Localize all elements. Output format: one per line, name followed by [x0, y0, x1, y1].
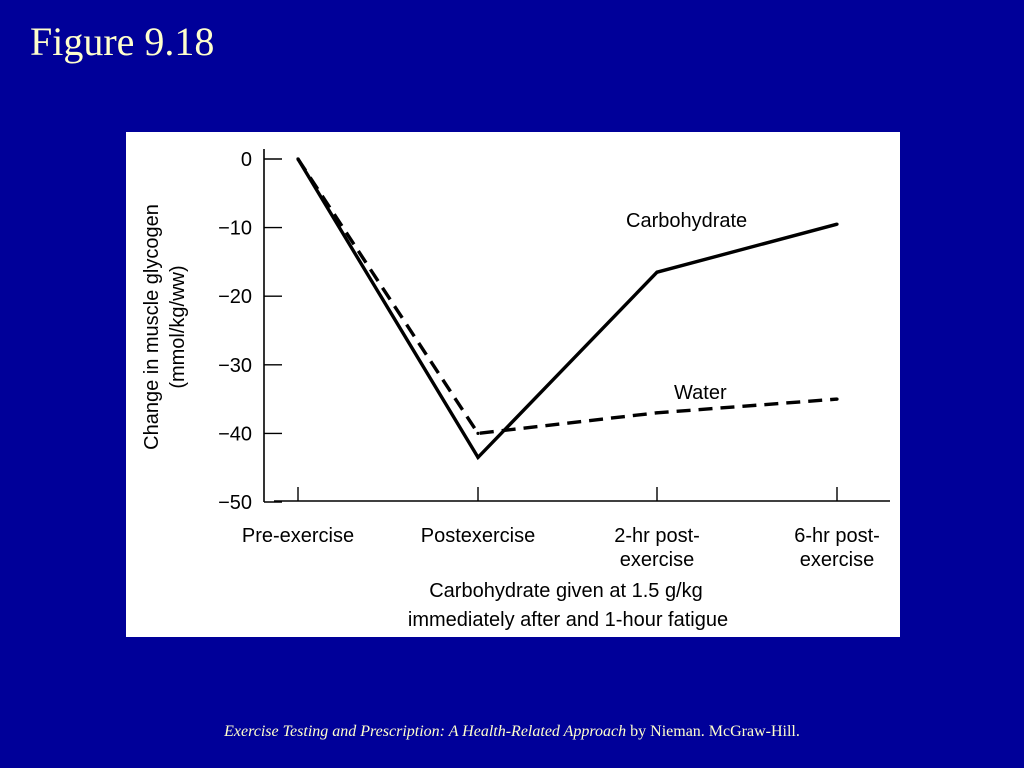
y-axis-label-line1: Change in muscle glycogen [141, 204, 163, 450]
footer-book-title: Exercise Testing and Prescription: A Hea… [224, 723, 627, 740]
series-label-carbohydrate: Carbohydrate [626, 210, 747, 232]
plot-area: 0 −10 −20 −30 −40 −50 Pre-exercise Postexercise… [218, 149, 890, 571]
data-point-carbohydrate [835, 222, 839, 226]
data-point-carbohydrate [655, 270, 659, 274]
series-line-carbohydrate [296, 158, 838, 461]
y-tick-label: −30 [218, 355, 252, 377]
x-tick-label: Postexercise [421, 525, 536, 547]
y-tick-label: −20 [218, 286, 252, 308]
y-axis-label-line2: (mmol/kg/ww) [167, 265, 189, 388]
figure-panel: Change in muscle glycogen (mmol/kg/ww) 0… [126, 132, 900, 637]
y-tick-label: −50 [218, 492, 252, 514]
x-tick-label: 2-hr post- [614, 525, 700, 547]
footer-publisher: by Nieman. McGraw-Hill. [626, 723, 800, 740]
x-tick-label: exercise [620, 549, 694, 571]
x-axis-label-line1: Carbohydrate given at 1.5 g/kg [429, 580, 703, 602]
y-tick-label: −40 [218, 423, 252, 445]
data-point-water [655, 411, 659, 415]
y-tick-label: −10 [218, 218, 252, 240]
data-point-carbohydrate [476, 455, 480, 460]
footer-citation: Exercise Testing and Prescription: A Hea… [0, 723, 1024, 741]
series-line-water [296, 158, 838, 436]
x-tick-label: exercise [800, 549, 874, 571]
y-tick-label: 0 [241, 149, 252, 171]
x-tick-label: Pre-exercise [242, 525, 354, 547]
series-label-water: Water [674, 382, 727, 404]
data-point-water [296, 157, 300, 161]
glycogen-line-chart: Change in muscle glycogen (mmol/kg/ww) 0… [141, 149, 890, 631]
slide-title: Figure 9.18 [30, 19, 215, 64]
data-point-water [476, 431, 480, 435]
data-point-water [835, 397, 839, 401]
x-tick-label: 6-hr post- [794, 525, 880, 547]
x-axis-label-line2: immediately after and 1-hour fatigue [408, 609, 728, 631]
